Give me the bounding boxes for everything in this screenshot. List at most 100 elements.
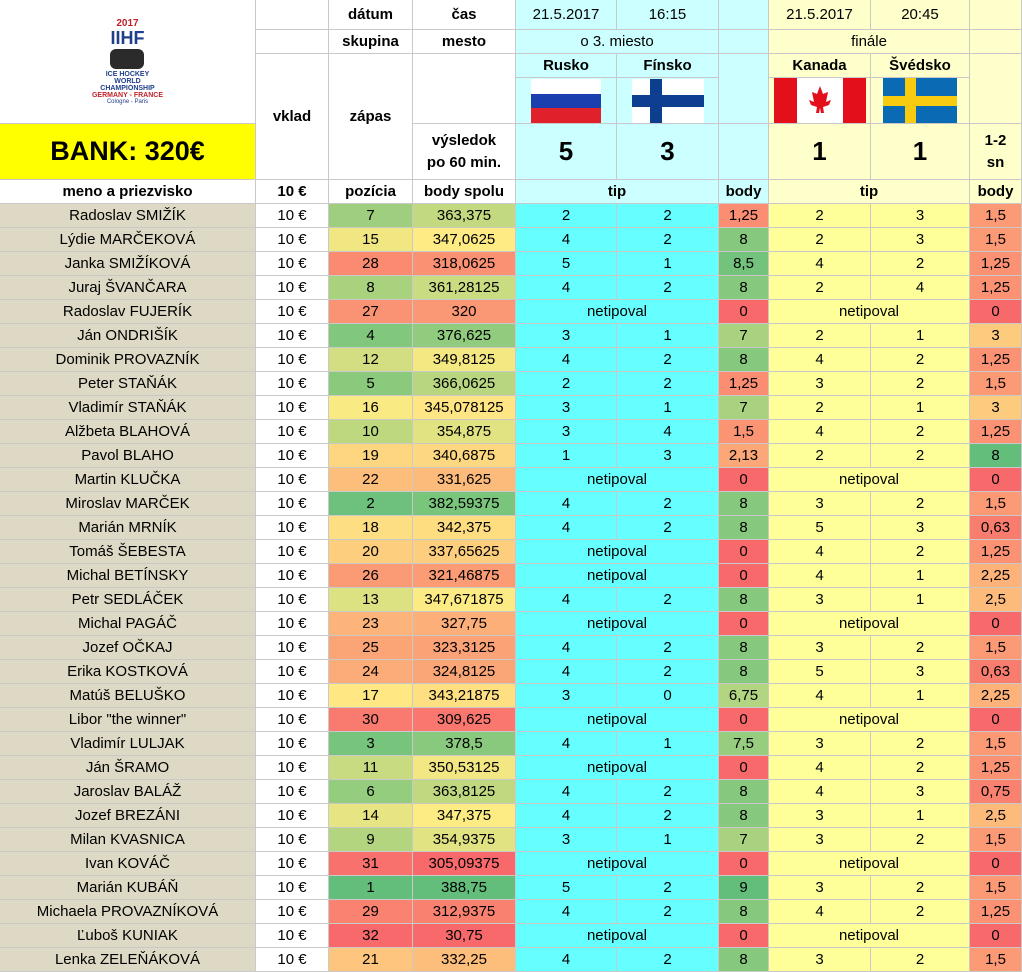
player-position[interactable]: 2: [329, 492, 413, 516]
tip-team2[interactable]: 1: [871, 324, 970, 348]
player-vklad[interactable]: 10 €: [256, 396, 329, 420]
points-match2[interactable]: 0: [970, 468, 1022, 492]
points-match2[interactable]: 1,5: [970, 492, 1022, 516]
player-total[interactable]: 320: [413, 300, 516, 324]
tip-team1[interactable]: 2: [769, 324, 871, 348]
points-match1[interactable]: 8: [719, 492, 769, 516]
body-spolu-column-header[interactable]: body spolu: [413, 180, 516, 204]
player-name[interactable]: Matúš BELUŠKO: [0, 684, 256, 708]
tip-team2[interactable]: 1: [617, 396, 719, 420]
points-match2[interactable]: 1,5: [970, 204, 1022, 228]
tip-team2[interactable]: 2: [871, 348, 970, 372]
name-column-header[interactable]: meno a priezvisko: [0, 180, 256, 204]
result-note[interactable]: 1-2 sn: [970, 124, 1022, 180]
match-date[interactable]: 21.5.2017: [516, 0, 617, 30]
tip-team1[interactable]: 3: [516, 684, 617, 708]
tip-team1[interactable]: 3: [516, 828, 617, 852]
team1-score[interactable]: 1: [769, 124, 871, 180]
tip-team2[interactable]: 2: [871, 444, 970, 468]
player-name[interactable]: Vladimír STAŇÁK: [0, 396, 256, 420]
player-total[interactable]: 363,375: [413, 204, 516, 228]
player-position[interactable]: 25: [329, 636, 413, 660]
points-match2[interactable]: 8: [970, 444, 1022, 468]
player-position[interactable]: 4: [329, 324, 413, 348]
points-match1[interactable]: 8: [719, 276, 769, 300]
points-match1[interactable]: 1,25: [719, 204, 769, 228]
tip-team2[interactable]: 2: [871, 636, 970, 660]
tip-team1[interactable]: 3: [516, 420, 617, 444]
tip-team1[interactable]: 2: [516, 372, 617, 396]
points-match1[interactable]: 8: [719, 516, 769, 540]
player-total[interactable]: 343,21875: [413, 684, 516, 708]
points-match1[interactable]: 0: [719, 708, 769, 732]
player-position[interactable]: 1: [329, 876, 413, 900]
points-match1[interactable]: 0: [719, 756, 769, 780]
player-vklad[interactable]: 10 €: [256, 684, 329, 708]
tip-team1[interactable]: 4: [516, 492, 617, 516]
tip-team2[interactable]: 1: [871, 564, 970, 588]
tip-team1[interactable]: 4: [516, 516, 617, 540]
player-name[interactable]: Janka SMIŽÍKOVÁ: [0, 252, 256, 276]
datum-label[interactable]: dátum: [329, 0, 413, 30]
team1-name[interactable]: Kanada: [769, 54, 871, 78]
no-tip[interactable]: netipoval: [516, 540, 719, 564]
player-name[interactable]: Libor "the winner": [0, 708, 256, 732]
match-time[interactable]: 16:15: [617, 0, 719, 30]
tip-team1[interactable]: 3: [769, 948, 871, 972]
tip-team1[interactable]: 4: [769, 900, 871, 924]
points-match2[interactable]: 1,5: [970, 948, 1022, 972]
team1-flag[interactable]: [769, 78, 871, 124]
tip-team1[interactable]: 4: [516, 660, 617, 684]
player-vklad[interactable]: 10 €: [256, 300, 329, 324]
tip-team1[interactable]: 3: [769, 372, 871, 396]
tip-team2[interactable]: 1: [871, 588, 970, 612]
points-match1[interactable]: 8,5: [719, 252, 769, 276]
points-match1[interactable]: 8: [719, 348, 769, 372]
points-match2[interactable]: 0,63: [970, 660, 1022, 684]
player-name[interactable]: Radoslav SMIŽÍK: [0, 204, 256, 228]
player-vklad[interactable]: 10 €: [256, 588, 329, 612]
player-total[interactable]: 332,25: [413, 948, 516, 972]
tip-team2[interactable]: 2: [617, 948, 719, 972]
tip-team2[interactable]: 1: [617, 828, 719, 852]
points-match2[interactable]: 0: [970, 708, 1022, 732]
player-position[interactable]: 6: [329, 780, 413, 804]
no-tip[interactable]: netipoval: [769, 300, 970, 324]
player-total[interactable]: 347,671875: [413, 588, 516, 612]
player-total[interactable]: 324,8125: [413, 660, 516, 684]
player-vklad[interactable]: 10 €: [256, 564, 329, 588]
tip-team2[interactable]: 2: [871, 252, 970, 276]
player-position[interactable]: 18: [329, 516, 413, 540]
points-match2[interactable]: 0,63: [970, 516, 1022, 540]
player-total[interactable]: 337,65625: [413, 540, 516, 564]
tip-team1[interactable]: 4: [516, 948, 617, 972]
tip-team1[interactable]: 2: [769, 276, 871, 300]
player-total[interactable]: 361,28125: [413, 276, 516, 300]
points-match1[interactable]: 8: [719, 588, 769, 612]
player-position[interactable]: 3: [329, 732, 413, 756]
player-position[interactable]: 27: [329, 300, 413, 324]
tip-team1[interactable]: 3: [516, 324, 617, 348]
tip-team2[interactable]: 2: [617, 636, 719, 660]
points-match2[interactable]: 0,75: [970, 780, 1022, 804]
player-vklad[interactable]: 10 €: [256, 540, 329, 564]
player-position[interactable]: 10: [329, 420, 413, 444]
points-match2[interactable]: 0: [970, 612, 1022, 636]
tip-team2[interactable]: 1: [871, 804, 970, 828]
no-tip[interactable]: netipoval: [516, 852, 719, 876]
points-match1[interactable]: 8: [719, 804, 769, 828]
player-name[interactable]: Milan KVASNICA: [0, 828, 256, 852]
tip-team1[interactable]: 3: [769, 732, 871, 756]
tip-team2[interactable]: 3: [871, 516, 970, 540]
tip-team1[interactable]: 3: [769, 636, 871, 660]
player-vklad[interactable]: 10 €: [256, 780, 329, 804]
points-match2[interactable]: 1,5: [970, 636, 1022, 660]
points-match2[interactable]: 2,25: [970, 564, 1022, 588]
player-total[interactable]: 309,625: [413, 708, 516, 732]
cas-label[interactable]: čas: [413, 0, 516, 30]
points-match1[interactable]: 7,5: [719, 732, 769, 756]
player-total[interactable]: 347,375: [413, 804, 516, 828]
player-name[interactable]: Peter STAŇÁK: [0, 372, 256, 396]
vklad-label[interactable]: vklad: [256, 54, 329, 180]
player-vklad[interactable]: 10 €: [256, 924, 329, 948]
